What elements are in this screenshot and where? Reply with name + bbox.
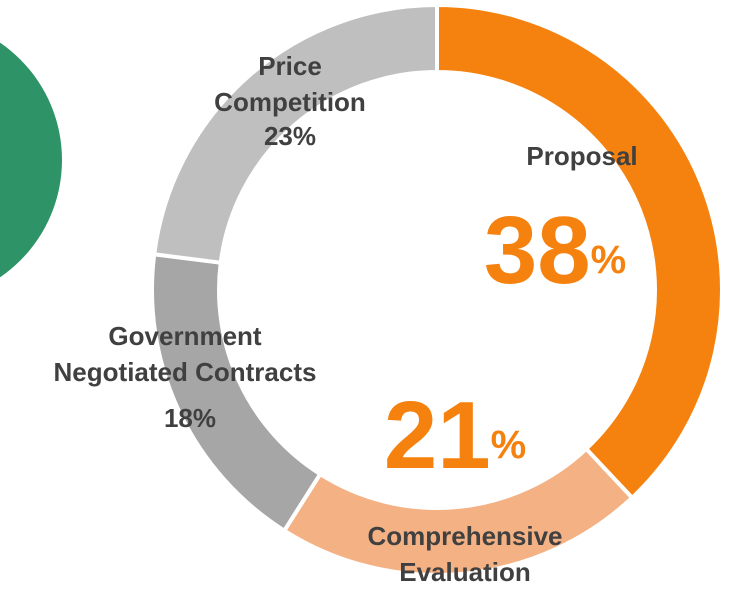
decor-circle	[0, 42, 62, 278]
category-label: Proposal	[526, 141, 637, 171]
category-label: Price Competition	[214, 51, 366, 117]
category-label: Government Negotiated Contracts	[54, 321, 317, 387]
donut-segment	[150, 252, 323, 534]
value-label: 21%	[384, 382, 526, 489]
donut-segment	[152, 2, 439, 265]
donut-segment	[435, 2, 724, 501]
value-label: 23%	[264, 121, 316, 151]
value-label: 18%	[164, 403, 216, 433]
category-label: Comprehensive Evaluation	[367, 521, 562, 587]
value-label: 38%	[484, 197, 626, 304]
